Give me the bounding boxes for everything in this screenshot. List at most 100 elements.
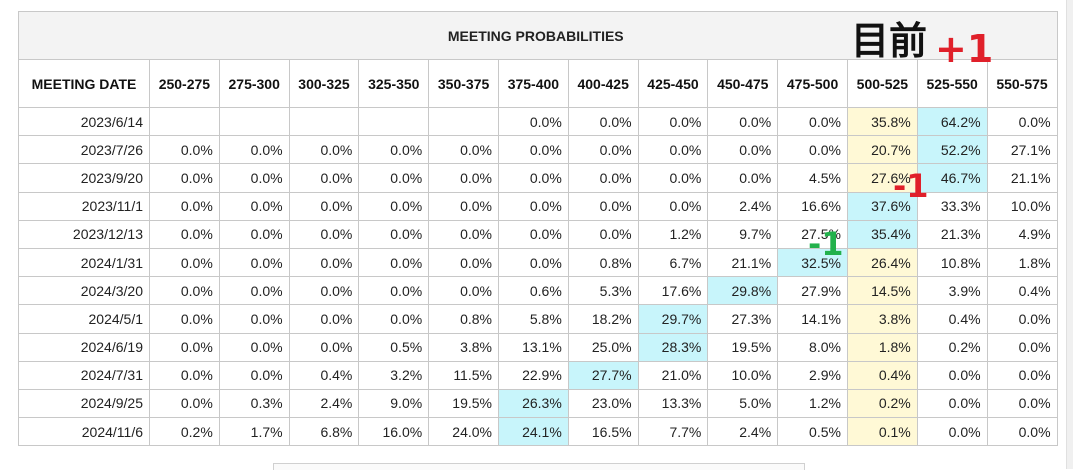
probability-cell: 7.7% [637, 417, 709, 447]
probability-cell: 14.1% [777, 304, 848, 334]
probability-cell: 6.8% [288, 417, 360, 447]
probability-cell: 0.0% [497, 219, 569, 249]
probability-cell: 0.0% [358, 304, 430, 334]
probability-cell: 0.0% [567, 191, 639, 221]
probability-cell: 3.8% [846, 304, 918, 334]
range-header: 350-375 [428, 59, 499, 108]
probability-cell: 0.2% [149, 417, 220, 447]
probability-cell: 6.7% [637, 247, 709, 278]
probability-cell: 0.0% [637, 191, 709, 221]
probability-cell: 0.0% [149, 360, 220, 390]
probability-cell: 9.0% [358, 388, 430, 419]
probability-cell: 0.0% [986, 304, 1058, 334]
meeting-date-cell: 2023/11/1 [18, 191, 150, 221]
probability-cell: 5.8% [497, 304, 569, 334]
probability-cell: 0.0% [637, 163, 709, 193]
probability-cell: 27.3% [707, 304, 779, 334]
probability-cell: 21.1% [986, 163, 1058, 193]
meeting-probabilities-table: MEETING PROBABILITIES MEETING DATE 250-2… [18, 11, 1058, 447]
probability-cell: 2.9% [777, 360, 848, 390]
probability-cell: 0.0% [428, 219, 499, 249]
probability-cell: 0.2% [846, 388, 918, 419]
plus-one-annotation: +1 [935, 27, 994, 71]
table-row: 2024/9/25 0.0% 0.3% 2.4% 9.0% 19.5% 26.3% 23.0%… [18, 388, 1058, 419]
probability-cell: 0.0% [288, 247, 360, 278]
meeting-date-cell: 2024/3/20 [18, 276, 150, 306]
probability-cell: 35.8% [846, 106, 918, 137]
probability-cell: 0.0% [637, 135, 709, 165]
probability-cell: 1.2% [777, 388, 848, 419]
probability-cell: 16.6% [777, 191, 848, 221]
probability-cell: 0.0% [428, 276, 499, 306]
probability-cell: 0.0% [986, 332, 1058, 362]
probability-cell: 19.5% [707, 332, 779, 362]
probability-cell: 0.4% [846, 360, 918, 390]
probability-cell: 0.0% [986, 106, 1058, 137]
probability-cell: 10.0% [986, 191, 1058, 221]
table-row: 2023/12/13 0.0% 0.0% 0.0% 0.0% 0.0% 0.0% 0.0% 1.… [18, 219, 1058, 249]
probability-cell: 19.5% [428, 388, 499, 419]
table-title: MEETING PROBABILITIES [18, 11, 1058, 60]
probability-cell: 10.8% [916, 247, 988, 278]
probability-cell: 0.0% [358, 247, 430, 278]
probability-cell: 0.0% [777, 106, 848, 137]
range-header: 550-575 [986, 59, 1058, 108]
probability-cell: 0.0% [288, 304, 360, 334]
probability-cell: 0.0% [428, 163, 499, 193]
range-header: 400-425 [567, 59, 639, 108]
probability-cell: 0.0% [218, 163, 290, 193]
probability-cell: 0.0% [567, 219, 639, 249]
probability-cell: 4.9% [986, 219, 1058, 249]
probability-cell: 2.4% [288, 388, 360, 419]
range-header: 325-350 [358, 59, 430, 108]
range-header: 250-275 [149, 59, 220, 108]
meeting-date-cell: 2024/1/31 [18, 247, 150, 278]
probability-cell: 0.0% [149, 332, 220, 362]
probability-cell: 11.5% [428, 360, 499, 390]
probability-cell: 14.5% [846, 276, 918, 306]
probability-cell: 0.0% [567, 135, 639, 165]
probability-cell [428, 106, 499, 137]
probability-cell: 17.6% [637, 276, 709, 306]
probability-cell: 0.0% [288, 191, 360, 221]
probability-cell: 0.0% [497, 106, 569, 137]
probability-cell: 24.0% [428, 417, 499, 447]
probability-cell: 0.0% [707, 163, 779, 193]
probability-cell: 0.0% [358, 135, 430, 165]
probability-cell: 1.8% [846, 332, 918, 362]
probability-cell: 0.0% [149, 191, 220, 221]
probability-cell: 2.4% [707, 191, 779, 221]
probability-cell: 0.1% [846, 417, 918, 447]
probability-cell: 0.0% [916, 388, 988, 419]
vertical-scrollbar[interactable] [1066, 0, 1073, 469]
bottom-panel-edge [273, 463, 805, 470]
probability-cell: 0.0% [149, 247, 220, 278]
header-row: MEETING DATE 250-275 275-300 300-325 325-35… [18, 59, 1058, 108]
table-body: 2023/6/14 0.0% 0.0% 0.0% 0.0% 0.0% 35.8% 64.2% 0… [18, 106, 1058, 447]
table-row: 2024/5/1 0.0% 0.0% 0.0% 0.0% 0.8% 5.8% 18.2% 29.… [18, 304, 1058, 334]
probability-cell: 0.0% [288, 219, 360, 249]
probability-cell: 0.0% [497, 135, 569, 165]
probability-cell: 0.4% [916, 304, 988, 334]
range-header: 375-400 [497, 59, 569, 108]
probability-cell: 3.8% [428, 332, 499, 362]
probability-cell: 1.2% [637, 219, 709, 249]
probability-cell: 24.1% [497, 417, 569, 447]
probability-cell: 0.0% [916, 417, 988, 447]
meeting-date-cell: 2023/9/20 [18, 163, 150, 193]
probability-cell: 0.0% [358, 219, 430, 249]
table-row: 2023/9/20 0.0% 0.0% 0.0% 0.0% 0.0% 0.0% 0.0% 0.0… [18, 163, 1058, 193]
meeting-date-cell: 2024/9/25 [18, 388, 150, 419]
probability-cell: 29.8% [707, 276, 779, 306]
probability-cell: 0.0% [149, 276, 220, 306]
probability-cell: 0.4% [288, 360, 360, 390]
probability-cell: 0.0% [567, 163, 639, 193]
minus-one-red-annotation: -1 [893, 167, 929, 205]
probability-cell: 22.9% [497, 360, 569, 390]
table-row: 2024/1/31 0.0% 0.0% 0.0% 0.0% 0.0% 0.0% 0.8% 6.7… [18, 247, 1058, 278]
range-header: 300-325 [288, 59, 360, 108]
range-header: 450-475 [707, 59, 779, 108]
probability-cell: 46.7% [916, 163, 988, 193]
probability-cell: 2.4% [707, 417, 779, 447]
probability-cell: 0.0% [149, 163, 220, 193]
